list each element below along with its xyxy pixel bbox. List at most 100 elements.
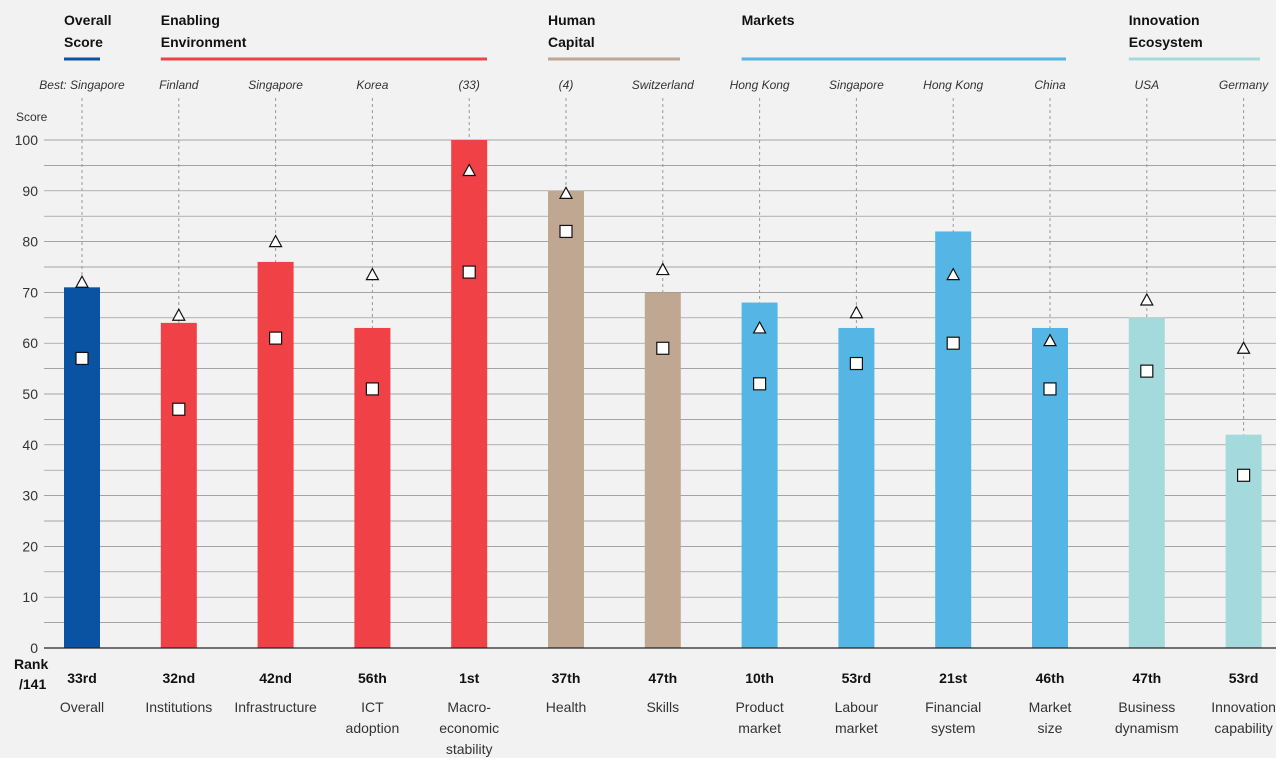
category-label: adoption bbox=[346, 720, 400, 736]
best-performer-label: Hong Kong bbox=[923, 78, 983, 92]
category-label: system bbox=[931, 720, 975, 736]
best-score-triangle bbox=[752, 320, 767, 334]
category-label: capability bbox=[1214, 720, 1272, 736]
category-label: Financial bbox=[925, 699, 981, 715]
best-performer-label: USA bbox=[1134, 78, 1159, 92]
rank-label: 47th bbox=[648, 670, 677, 686]
y-tick-label: 0 bbox=[30, 640, 38, 656]
y-tick-label: 10 bbox=[22, 589, 38, 605]
y-tick-label: 60 bbox=[22, 335, 38, 351]
bar bbox=[935, 231, 972, 648]
category-label: Macro- bbox=[447, 699, 491, 715]
category-label: Business bbox=[1118, 699, 1175, 715]
y-tick-label: 40 bbox=[22, 437, 38, 453]
best-score-triangle bbox=[365, 267, 380, 281]
peer-score-square bbox=[462, 265, 476, 279]
bar bbox=[741, 302, 778, 648]
best-score-triangle bbox=[462, 163, 477, 177]
best-score-triangle bbox=[849, 305, 864, 319]
peer-score-square bbox=[656, 341, 670, 355]
rank-label: 33rd bbox=[67, 670, 97, 686]
y-tick-label: 90 bbox=[22, 183, 38, 199]
bar bbox=[64, 287, 100, 648]
group-title: Overall bbox=[64, 12, 111, 28]
peer-score-square bbox=[75, 351, 89, 366]
group-title-line2: Capital bbox=[548, 34, 595, 50]
y-tick-label: 50 bbox=[22, 386, 38, 402]
category-label: Infrastructure bbox=[234, 699, 317, 715]
peer-score-square bbox=[269, 331, 283, 345]
best-score-triangle bbox=[268, 234, 283, 248]
best-score-triangle bbox=[171, 308, 186, 321]
category-label: Institutions bbox=[145, 699, 212, 715]
best-score-triangle bbox=[1236, 341, 1251, 354]
best-performer-label: Finland bbox=[159, 78, 199, 92]
best-score-triangle bbox=[655, 262, 670, 276]
group-title-line2: Environment bbox=[161, 34, 247, 50]
peer-score-square bbox=[559, 224, 573, 239]
best-performer-label: Singapore bbox=[248, 78, 303, 92]
category-label: economic bbox=[439, 720, 499, 736]
rank-label: 32nd bbox=[162, 670, 195, 686]
y-tick-label: 70 bbox=[22, 284, 38, 300]
best-performer-label: (4) bbox=[559, 78, 574, 92]
rank-label: 21st bbox=[939, 670, 967, 686]
category-label: Labour bbox=[835, 699, 879, 715]
category-label: dynamism bbox=[1115, 720, 1179, 736]
y-tick-label: 20 bbox=[22, 538, 38, 554]
group-title: Markets bbox=[742, 12, 795, 28]
best-performer-label: China bbox=[1034, 78, 1066, 92]
bar bbox=[354, 327, 391, 648]
best-score-triangle bbox=[946, 267, 961, 281]
rank-label: 53rd bbox=[842, 670, 872, 686]
category-label: Product bbox=[735, 699, 783, 715]
bar bbox=[548, 190, 584, 649]
category-label: ICT bbox=[361, 699, 384, 715]
bar bbox=[451, 140, 488, 648]
rank-title-line2: /141 bbox=[19, 676, 46, 692]
bar bbox=[838, 327, 875, 648]
peer-score-square bbox=[365, 382, 379, 396]
rank-label: 46th bbox=[1036, 670, 1065, 686]
best-performer-label: Best: Singapore bbox=[39, 78, 125, 92]
rank-label: 42nd bbox=[259, 670, 292, 686]
best-performer-label: Korea bbox=[356, 78, 388, 92]
peer-score-square bbox=[752, 377, 767, 391]
bar bbox=[160, 322, 197, 648]
rank-label: 1st bbox=[459, 670, 480, 686]
peer-score-square bbox=[1236, 468, 1251, 482]
category-label: Skills bbox=[646, 699, 679, 715]
peer-score-square bbox=[1043, 382, 1057, 396]
y-tick-label: 80 bbox=[22, 234, 38, 250]
best-score-triangle bbox=[74, 274, 90, 288]
best-score-triangle bbox=[1139, 292, 1154, 306]
category-label: Overall bbox=[60, 699, 104, 715]
best-performer-label: Hong Kong bbox=[730, 78, 790, 92]
category-label: stability bbox=[446, 741, 493, 757]
bar bbox=[257, 261, 294, 648]
best-performer-label: Switzerland bbox=[632, 78, 694, 92]
group-title: Human bbox=[548, 12, 595, 28]
rank-label: 56th bbox=[358, 670, 387, 686]
group-title-line2: Score bbox=[64, 34, 103, 50]
group-title: Enabling bbox=[161, 12, 220, 28]
bar bbox=[1225, 434, 1262, 648]
rank-label: 53rd bbox=[1229, 670, 1259, 686]
best-performer-label: (33) bbox=[459, 78, 480, 92]
best-performer-label: Singapore bbox=[829, 78, 884, 92]
category-label: Innovation bbox=[1211, 699, 1276, 715]
group-title-line2: Ecosystem bbox=[1129, 34, 1203, 50]
y-tick-label: 100 bbox=[15, 132, 39, 148]
rank-label: 37th bbox=[552, 670, 581, 686]
rank-label: 47th bbox=[1132, 670, 1161, 686]
peer-score-square bbox=[1140, 364, 1154, 378]
best-score-triangle bbox=[558, 186, 574, 199]
category-label: Health bbox=[546, 699, 586, 715]
category-label: size bbox=[1038, 720, 1063, 736]
rank-title: Rank bbox=[14, 656, 48, 672]
peer-score-square bbox=[172, 402, 186, 416]
peer-score-square bbox=[849, 356, 864, 371]
y-axis-title: Score bbox=[16, 110, 48, 124]
best-performer-label: Germany bbox=[1219, 78, 1269, 92]
